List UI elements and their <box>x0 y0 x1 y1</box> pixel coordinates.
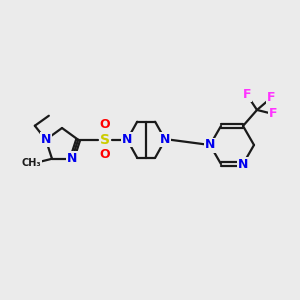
Text: N: N <box>67 152 77 165</box>
Text: N: N <box>122 133 132 146</box>
Text: F: F <box>267 92 275 104</box>
Text: O: O <box>100 148 110 161</box>
Text: N: N <box>40 133 51 146</box>
Text: S: S <box>100 133 110 147</box>
Text: F: F <box>243 88 251 101</box>
Text: N: N <box>160 133 170 146</box>
Text: N: N <box>238 158 248 171</box>
Text: F: F <box>269 107 277 120</box>
Text: CH₃: CH₃ <box>21 158 41 168</box>
Text: O: O <box>100 118 110 131</box>
Text: N: N <box>205 139 215 152</box>
